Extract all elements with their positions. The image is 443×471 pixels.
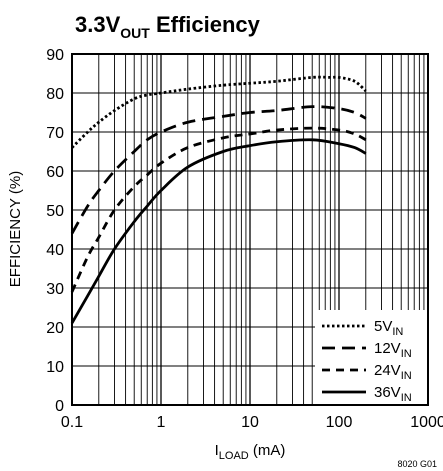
y-tick-label: 70 [46, 125, 64, 142]
x-tick-labels: 0.1 1 10 100 1000 [61, 414, 443, 431]
x-tick-label: 10 [241, 414, 259, 431]
x-tick-label: 100 [326, 414, 353, 431]
x-tick-label: 1 [157, 414, 166, 431]
legend-label: 5VIN [374, 318, 403, 338]
y-tick-label: 90 [46, 47, 64, 64]
y-tick-labels: 0 10 20 30 40 50 60 70 80 90 [46, 47, 64, 415]
x-axis-label: ILOAD (mA) [215, 442, 286, 462]
legend-label: 24VIN [374, 362, 412, 382]
series-line-24v [70, 126, 367, 293]
y-tick-label: 80 [46, 86, 64, 103]
y-tick-label: 30 [46, 281, 64, 298]
y-tick-label: 60 [46, 164, 64, 181]
y-axis-label: EFFICIENCY (%) [7, 171, 24, 287]
series-line-36v [70, 138, 367, 324]
x-tick-label: 1000 [410, 414, 443, 431]
x-tick-label: 0.1 [61, 414, 83, 431]
y-tick-label: 0 [55, 398, 64, 415]
y-tick-label: 20 [46, 320, 64, 337]
series-lines [70, 75, 367, 324]
series-line-5v [71, 75, 367, 149]
plot-frame [71, 53, 429, 406]
legend-label: 12VIN [374, 340, 412, 360]
series-line-12v [70, 105, 367, 235]
figure-id: 8020 G01 [397, 459, 437, 469]
y-tick-label: 10 [46, 359, 64, 376]
legend-label: 36VIN [374, 384, 412, 404]
y-tick-label: 40 [46, 242, 64, 259]
y-tick-label: 50 [46, 203, 64, 220]
chart-title: 3.3VOUT Efficiency [75, 12, 261, 41]
